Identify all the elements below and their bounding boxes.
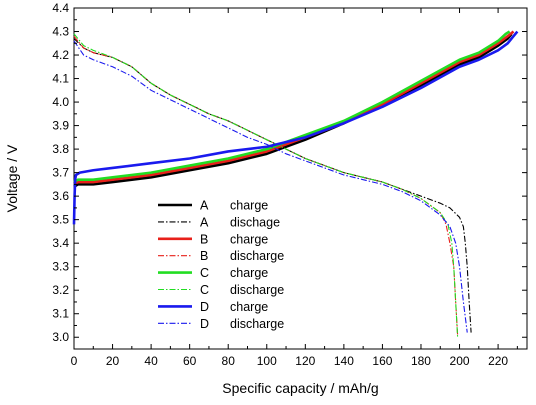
legend-sample-label: D [200, 300, 209, 314]
legend-sample-label: B [200, 232, 208, 246]
legend-sample-label: C [200, 266, 209, 280]
legend-mode-label: charge [230, 232, 268, 246]
series-line-a-charge [73, 33, 513, 188]
x-tick-label: 60 [183, 354, 197, 368]
legend-mode-label: discharge [230, 249, 284, 263]
series-layer [72, 30, 519, 338]
legend-mode-label: dischage [230, 215, 280, 229]
legend-sample-label: B [200, 249, 208, 263]
x-tick-label: 40 [144, 354, 158, 368]
legend-mode-label: discharge [230, 317, 284, 331]
y-tick-label: 3.6 [52, 189, 69, 203]
y-axis-title: Voltage / V [4, 144, 20, 212]
x-tick-label: 180 [411, 354, 431, 368]
x-tick-label: 220 [488, 354, 508, 368]
axes-layer: 0 20 40 60 80 100 120 140 160 180 200 220 3.0 3.1 3.2 3… [52, 1, 527, 368]
plot-area [73, 7, 528, 350]
y-tick-label: 3.0 [52, 330, 69, 344]
y-tick-label: 3.2 [52, 283, 69, 297]
x-tick-label: 0 [71, 354, 78, 368]
x-tick-label: 20 [106, 354, 120, 368]
legend-sample-label: A [200, 215, 209, 229]
series-line-d-charge [72, 30, 519, 225]
series-line-c-charge [73, 30, 511, 184]
y-tick-label: 3.5 [52, 213, 69, 227]
y-tick-label: 4.4 [52, 1, 69, 15]
y-tick-label: 3.3 [52, 260, 69, 274]
x-tick-label: 200 [450, 354, 470, 368]
y-tick-label: 4.2 [52, 48, 69, 62]
x-tick-label: 160 [372, 354, 392, 368]
x-axis-title: Specific capacity / mAh/g [222, 380, 378, 396]
series-line-b-charge [73, 30, 515, 186]
y-tick-label: 3.1 [52, 307, 69, 321]
x-tick-label: 140 [334, 354, 354, 368]
x-tick-label: 120 [295, 354, 315, 368]
legend-sample-label: D [200, 317, 209, 331]
y-tick-label: 3.4 [52, 236, 69, 250]
series-line-d-discharge [73, 40, 468, 333]
y-tick-label: 4.0 [52, 95, 69, 109]
y-tick-label: 4.1 [52, 72, 69, 86]
x-tick-label: 80 [222, 354, 236, 368]
y-tick-label: 3.9 [52, 119, 69, 133]
legend-mode-label: charge [230, 266, 268, 280]
plot-frame [73, 7, 528, 350]
legend-sample-label: A [200, 199, 209, 213]
legend-mode-label: discharge [230, 283, 284, 297]
legend-mode-label: charge [230, 300, 268, 314]
y-tick-label: 4.3 [52, 25, 69, 39]
legend-sample-label: C [200, 283, 209, 297]
y-tick-label: 3.8 [52, 142, 69, 156]
y-tick-label: 3.7 [52, 166, 69, 180]
x-tick-label: 100 [257, 354, 277, 368]
legend-mode-label: charge [230, 199, 268, 213]
